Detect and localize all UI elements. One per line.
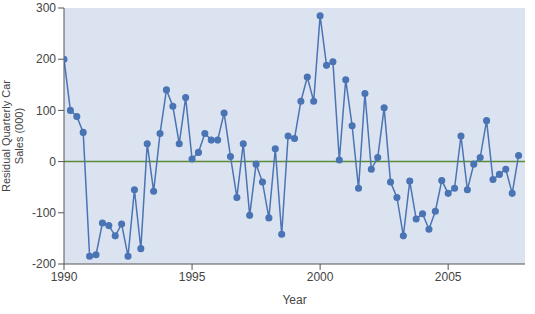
svg-text:1995: 1995 (179, 270, 206, 284)
svg-text:300: 300 (36, 1, 56, 15)
svg-text:Residual Quarterly CarSales (0: Residual Quarterly CarSales (000) (8, 80, 25, 192)
svg-text:2000: 2000 (307, 270, 334, 284)
svg-text:1990: 1990 (51, 270, 78, 284)
svg-text:-200: -200 (32, 257, 56, 271)
svg-text:200: 200 (36, 52, 56, 66)
svg-text:Year: Year (282, 293, 306, 307)
svg-text:100: 100 (36, 104, 56, 118)
svg-text:2005: 2005 (435, 270, 462, 284)
svg-text:-100: -100 (32, 206, 56, 220)
svg-text:0: 0 (49, 155, 56, 169)
